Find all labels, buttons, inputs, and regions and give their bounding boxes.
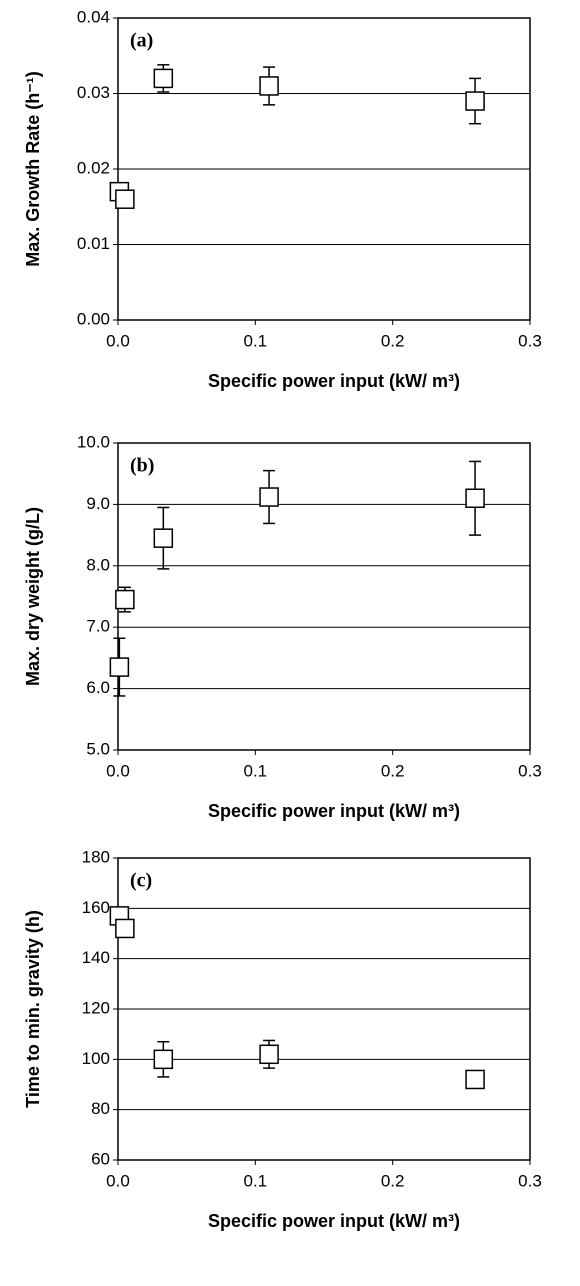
x-tick-label: 0.2 [381,331,405,350]
marker [153,68,174,89]
y-axis-label: Time to min. gravity (h) [23,910,43,1108]
marker [259,487,279,507]
x-tick-label: 0.3 [518,761,542,780]
y-tick-label: 180 [82,847,110,866]
y-tick-label: 80 [91,1099,110,1118]
y-axis-label: Max. Growth Rate (h⁻¹) [23,71,43,267]
x-tick-label: 0.3 [518,1171,542,1190]
marker [465,91,485,111]
x-axis-label: Specific power input (kW/ m³) [208,1211,460,1231]
marker [109,657,130,677]
marker [153,528,174,548]
x-tick-label: 0.2 [381,761,405,780]
y-tick-label: 0.01 [77,234,110,253]
y-tick-label: 0.00 [77,309,110,328]
y-tick-label: 100 [82,1049,110,1068]
y-tick-label: 6.0 [86,678,110,697]
y-tick-label: 9.0 [86,494,110,513]
marker [115,918,135,939]
marker [465,488,485,509]
marker [259,1044,279,1065]
x-tick-label: 0.1 [244,331,268,350]
panel-label: (a) [130,30,153,52]
y-tick-label: 0.04 [77,7,110,26]
marker [465,1069,485,1090]
y-tick-label: 7.0 [86,617,110,636]
x-tick-label: 0.1 [244,1171,268,1190]
plot-frame [117,857,531,1161]
marker [153,1049,174,1070]
plot-frame [117,17,531,321]
y-tick-label: 60 [91,1149,110,1168]
x-tick-label: 0.2 [381,1171,405,1190]
x-tick-label: 0.0 [106,331,130,350]
y-tick-label: 120 [82,998,110,1017]
panel-label: (c) [130,870,152,892]
y-tick-label: 5.0 [86,739,110,758]
y-tick-label: 0.03 [77,83,110,102]
x-axis-label: Specific power input (kW/ m³) [208,371,460,391]
y-tick-label: 140 [82,948,110,967]
x-tick-label: 0.3 [518,331,542,350]
marker [115,189,135,209]
x-tick-label: 0.1 [244,761,268,780]
y-tick-label: 0.02 [77,158,110,177]
panel-label: (b) [130,455,154,477]
x-tick-label: 0.0 [106,1171,130,1190]
x-axis-label: Specific power input (kW/ m³) [208,801,460,821]
marker [259,76,279,96]
marker [115,589,135,610]
x-tick-label: 0.0 [106,761,130,780]
y-tick-label: 160 [82,898,110,917]
y-tick-label: 8.0 [86,555,110,574]
y-axis-label: Max. dry weight (g/L) [23,507,43,686]
y-tick-label: 10.0 [77,432,110,451]
